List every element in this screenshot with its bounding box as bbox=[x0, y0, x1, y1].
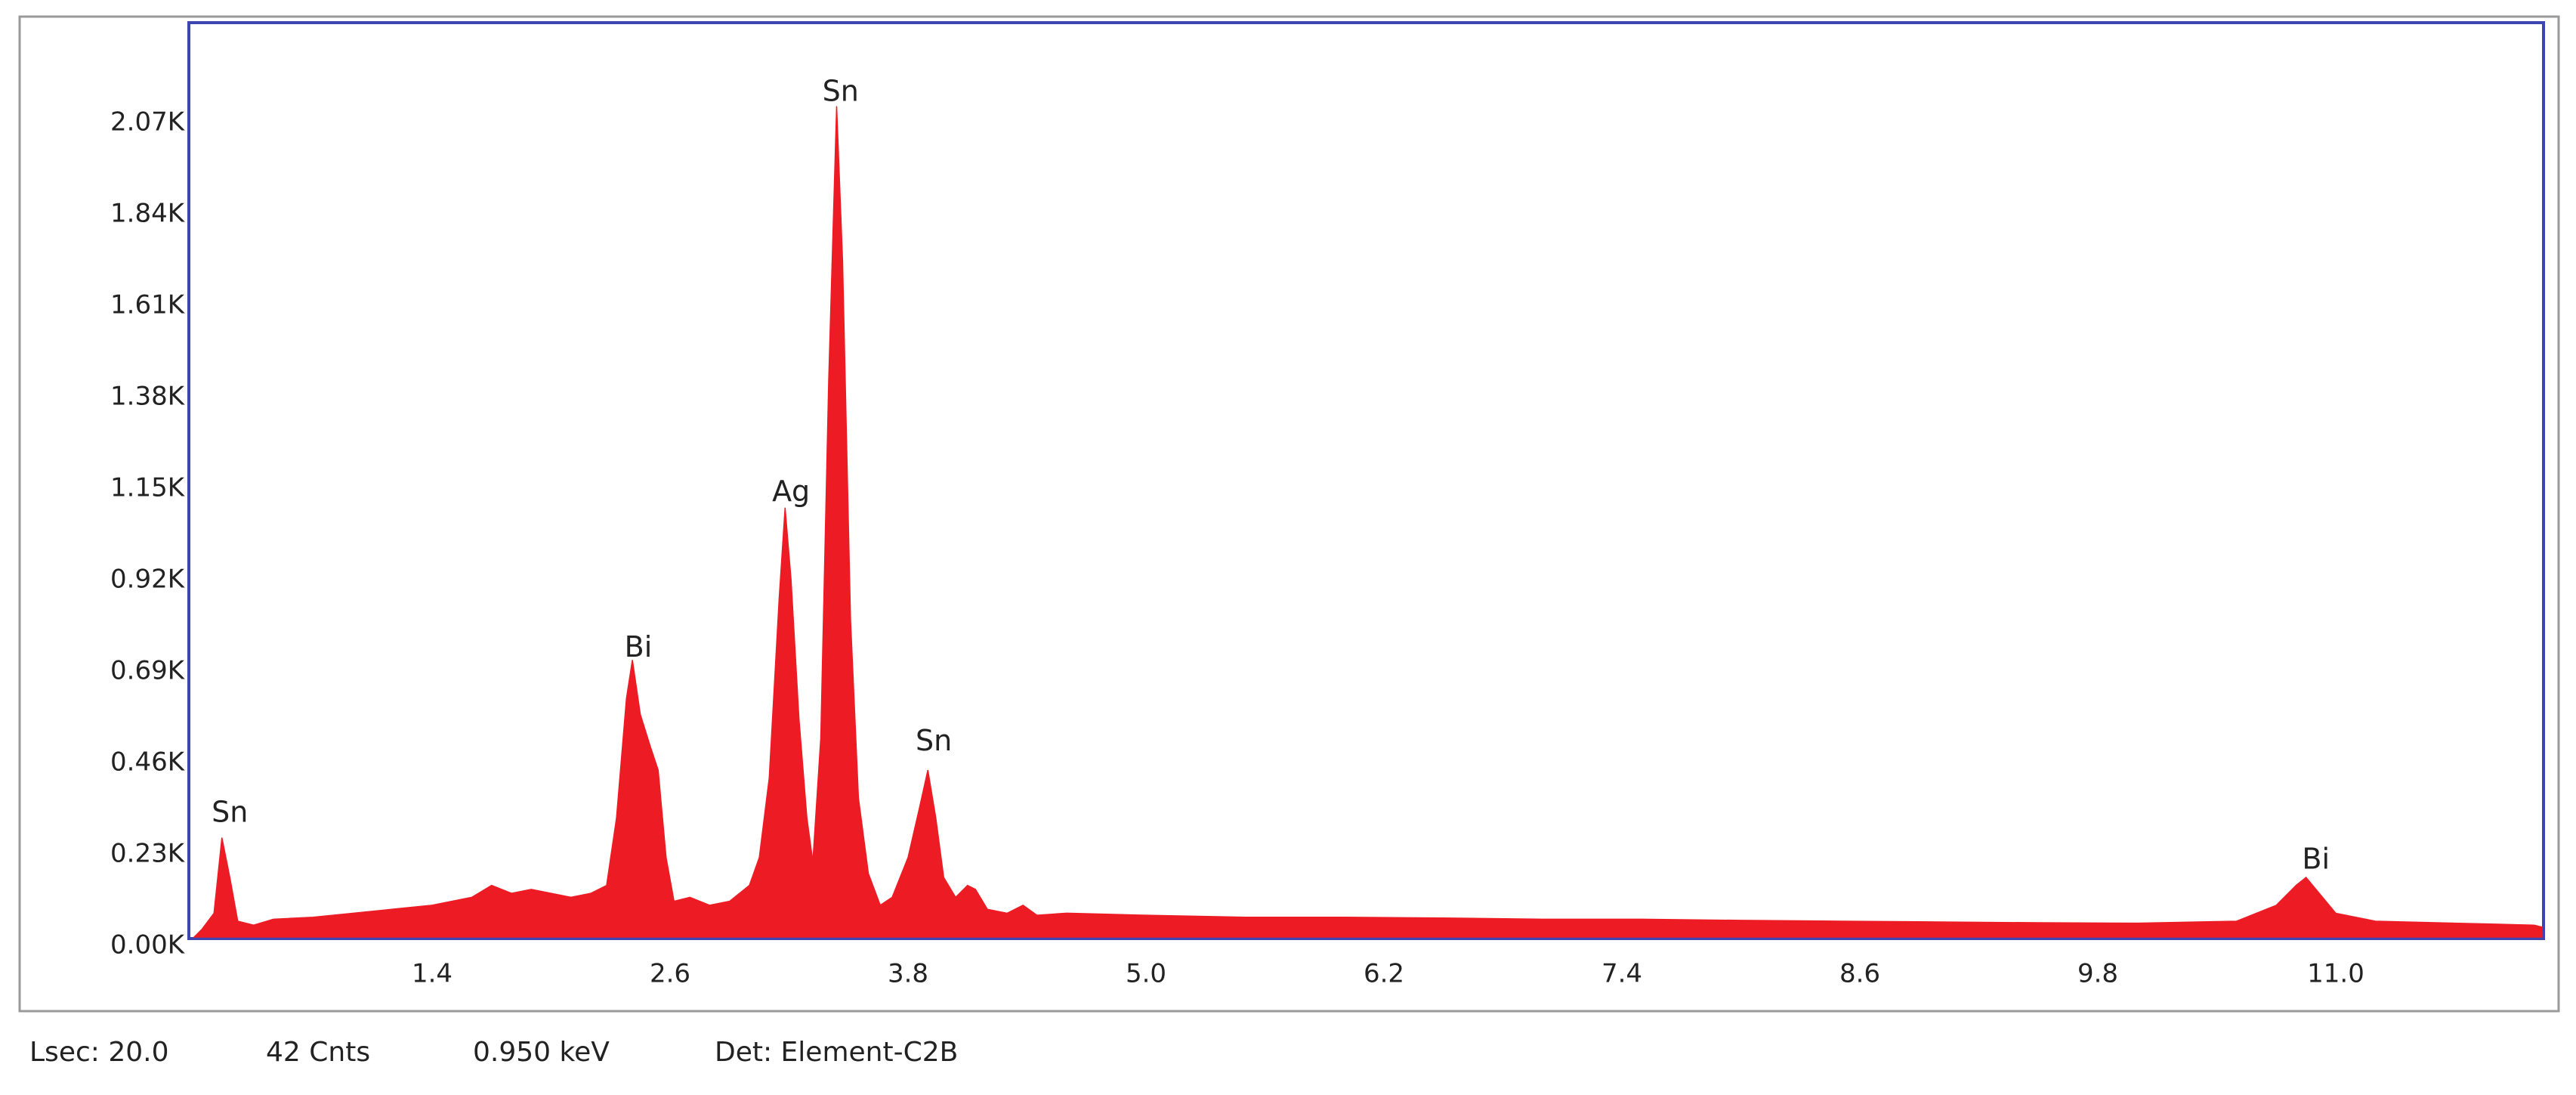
outer-frame bbox=[18, 15, 2560, 1013]
x-tick-label: 6.2 bbox=[1364, 959, 1404, 989]
peak-label: Sn bbox=[916, 724, 952, 757]
status-text: 42 Cnts bbox=[266, 1037, 370, 1068]
x-tick-label: 7.4 bbox=[1602, 959, 1642, 989]
peak-label: Bi bbox=[2302, 842, 2330, 875]
y-tick-label: 1.38K bbox=[110, 382, 186, 412]
y-tick-label: 0.23K bbox=[110, 839, 186, 869]
y-tick-label: 1.84K bbox=[110, 199, 186, 229]
status-text: Lsec: 20.0 bbox=[29, 1037, 168, 1068]
x-tick-label: 2.6 bbox=[650, 959, 690, 989]
x-tick-label: 3.8 bbox=[888, 959, 928, 989]
y-tick-label: 1.15K bbox=[110, 473, 186, 503]
y-tick-label: 0.46K bbox=[110, 747, 186, 778]
plot-area: 0.00K 0.23K 0.46K 0.69K 0.92K 1.15K 1.38K 1.61K… bbox=[110, 75, 2543, 989]
status-bar: Lsec: 20.0 42 Cnts 0.950 keV Det: Element-C… bbox=[29, 1037, 958, 1068]
y-tick-label: 0.92K bbox=[110, 565, 186, 595]
x-tick-label: 5.0 bbox=[1126, 959, 1166, 989]
y-tick-label: 0.00K bbox=[110, 930, 186, 960]
y-tick-label: 2.07K bbox=[110, 107, 186, 138]
spectrum-area bbox=[193, 106, 2543, 938]
x-tick-label: 1.4 bbox=[412, 959, 452, 989]
plot-frame bbox=[187, 21, 2545, 940]
x-tick-label: 8.6 bbox=[1839, 959, 1880, 989]
peak-label: Sn bbox=[212, 795, 248, 828]
status-text: 0.950 keV bbox=[473, 1037, 610, 1068]
y-tick-label: 0.69K bbox=[110, 656, 186, 686]
peak-label: Bi bbox=[625, 630, 653, 663]
status-text: Det: Element-C2B bbox=[715, 1037, 958, 1068]
peak-label: Ag bbox=[772, 475, 810, 508]
peak-label: Sn bbox=[823, 75, 859, 108]
x-tick-label: 11.0 bbox=[2307, 959, 2364, 989]
y-tick-label: 1.61K bbox=[110, 290, 186, 320]
x-tick-label: 9.8 bbox=[2077, 959, 2118, 989]
